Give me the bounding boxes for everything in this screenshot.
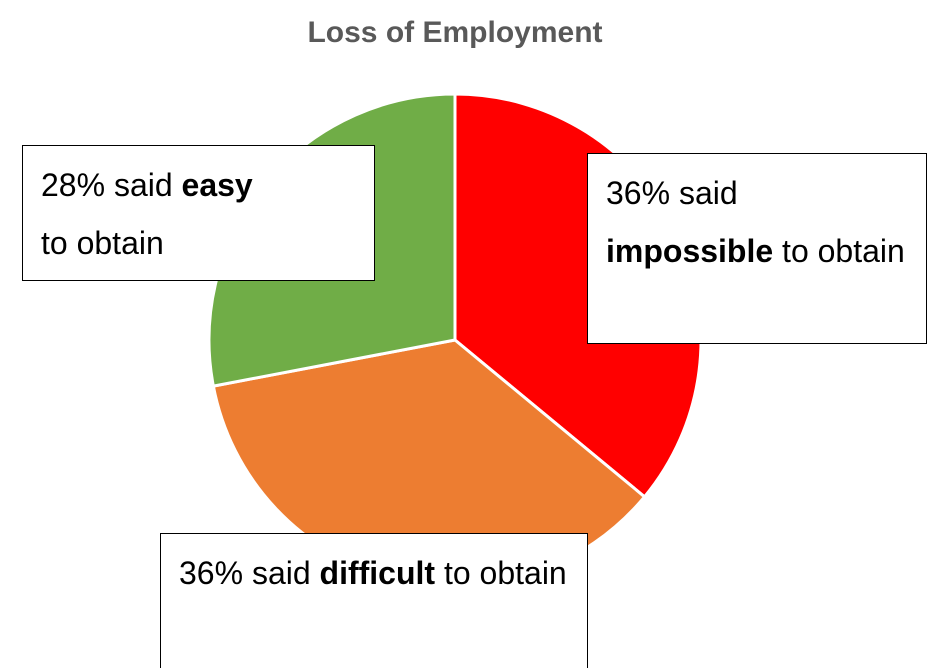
chart-title: Loss of Employment xyxy=(307,16,602,49)
label-text: to obtain xyxy=(782,233,905,269)
label-text: said xyxy=(113,167,173,203)
label-text: to obtain xyxy=(443,555,567,591)
category-label: difficult xyxy=(319,555,436,591)
value-label: 36% xyxy=(179,555,244,591)
category-label: easy xyxy=(181,167,253,203)
category-label: impossible xyxy=(606,233,774,269)
value-label: 36% xyxy=(606,175,671,211)
value-label: 28% xyxy=(41,167,106,203)
label-box: 36% said impossible to obtain xyxy=(587,153,927,344)
label-box: 28% said easy to obtain xyxy=(22,145,375,281)
label-text: said xyxy=(678,175,738,211)
label-text: said xyxy=(251,555,311,591)
label-text: to obtain xyxy=(41,225,164,261)
label-box: 36% said difficult to obtain xyxy=(160,533,588,668)
